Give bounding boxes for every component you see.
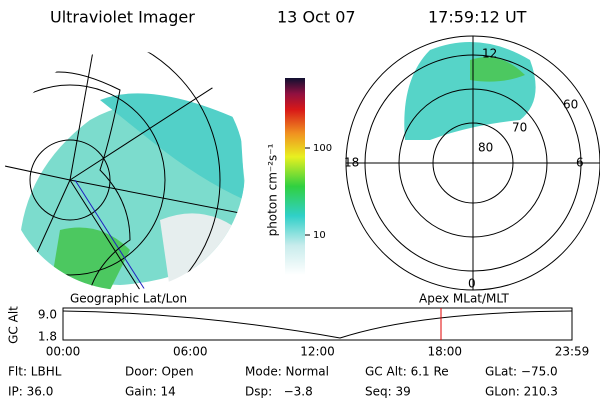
- info-field: Flt: LBHL: [8, 365, 62, 379]
- orbit-curve: [62, 310, 573, 339]
- info-field: Gain: 14: [125, 385, 176, 399]
- orbit-right-label: Apex MLat/MLT: [419, 292, 509, 306]
- info-field: GLon: 210.3: [485, 385, 558, 399]
- colorbar-tick: 10: [313, 230, 326, 241]
- left-map: [5, 50, 245, 290]
- info-panel: Flt: LBHL Door: Open Mode: Normal GC Alt: 6…: [8, 365, 558, 399]
- info-field: GLat: −75.0: [485, 365, 558, 379]
- orbit-left-label: Geographic Lat/Lon: [70, 292, 187, 306]
- orbit-y-tick: 1.8: [38, 330, 57, 344]
- polar-label: 6: [576, 156, 584, 170]
- polar-label: 70: [512, 121, 527, 135]
- info-field: GC Alt: 6.1 Re: [365, 365, 449, 379]
- orbit-y-label: GC Alt: [7, 306, 21, 344]
- info-field: IP: 36.0: [8, 385, 53, 399]
- time: 17:59:12 UT: [428, 8, 527, 27]
- info-field: Dsp: −3.8: [245, 385, 313, 399]
- colorbar: [285, 78, 305, 275]
- orbit-x-tick: 23:59: [555, 345, 590, 359]
- orbit-x-tick: 18:00: [427, 345, 462, 359]
- info-field: Seq: 39: [365, 385, 411, 399]
- colorbar-label: photon cm⁻²s⁻¹: [266, 143, 280, 236]
- orbit-x-tick: 00:00: [46, 345, 81, 359]
- polar-label: 18: [344, 156, 359, 170]
- date: 13 Oct 07: [277, 8, 356, 27]
- colorbar-tick: 100: [313, 143, 332, 154]
- info-field: Mode: Normal: [245, 365, 329, 379]
- title: Ultraviolet Imager: [50, 8, 195, 27]
- polar-label: 80: [478, 141, 493, 155]
- orbit-y-tick: 9.0: [38, 308, 57, 322]
- polar-label: 0: [468, 277, 476, 291]
- info-field: Door: Open: [125, 365, 194, 379]
- orbit-x-ticks: 00:00 06:00 12:00 18:00 23:59: [46, 345, 590, 359]
- orbit-x-tick: 06:00: [173, 345, 208, 359]
- polar-map: [404, 42, 536, 140]
- orbit-x-tick: 12:00: [300, 345, 335, 359]
- polar-label: 60: [563, 98, 578, 112]
- orbit-plot: [62, 307, 573, 341]
- polar-label: 12: [482, 47, 497, 61]
